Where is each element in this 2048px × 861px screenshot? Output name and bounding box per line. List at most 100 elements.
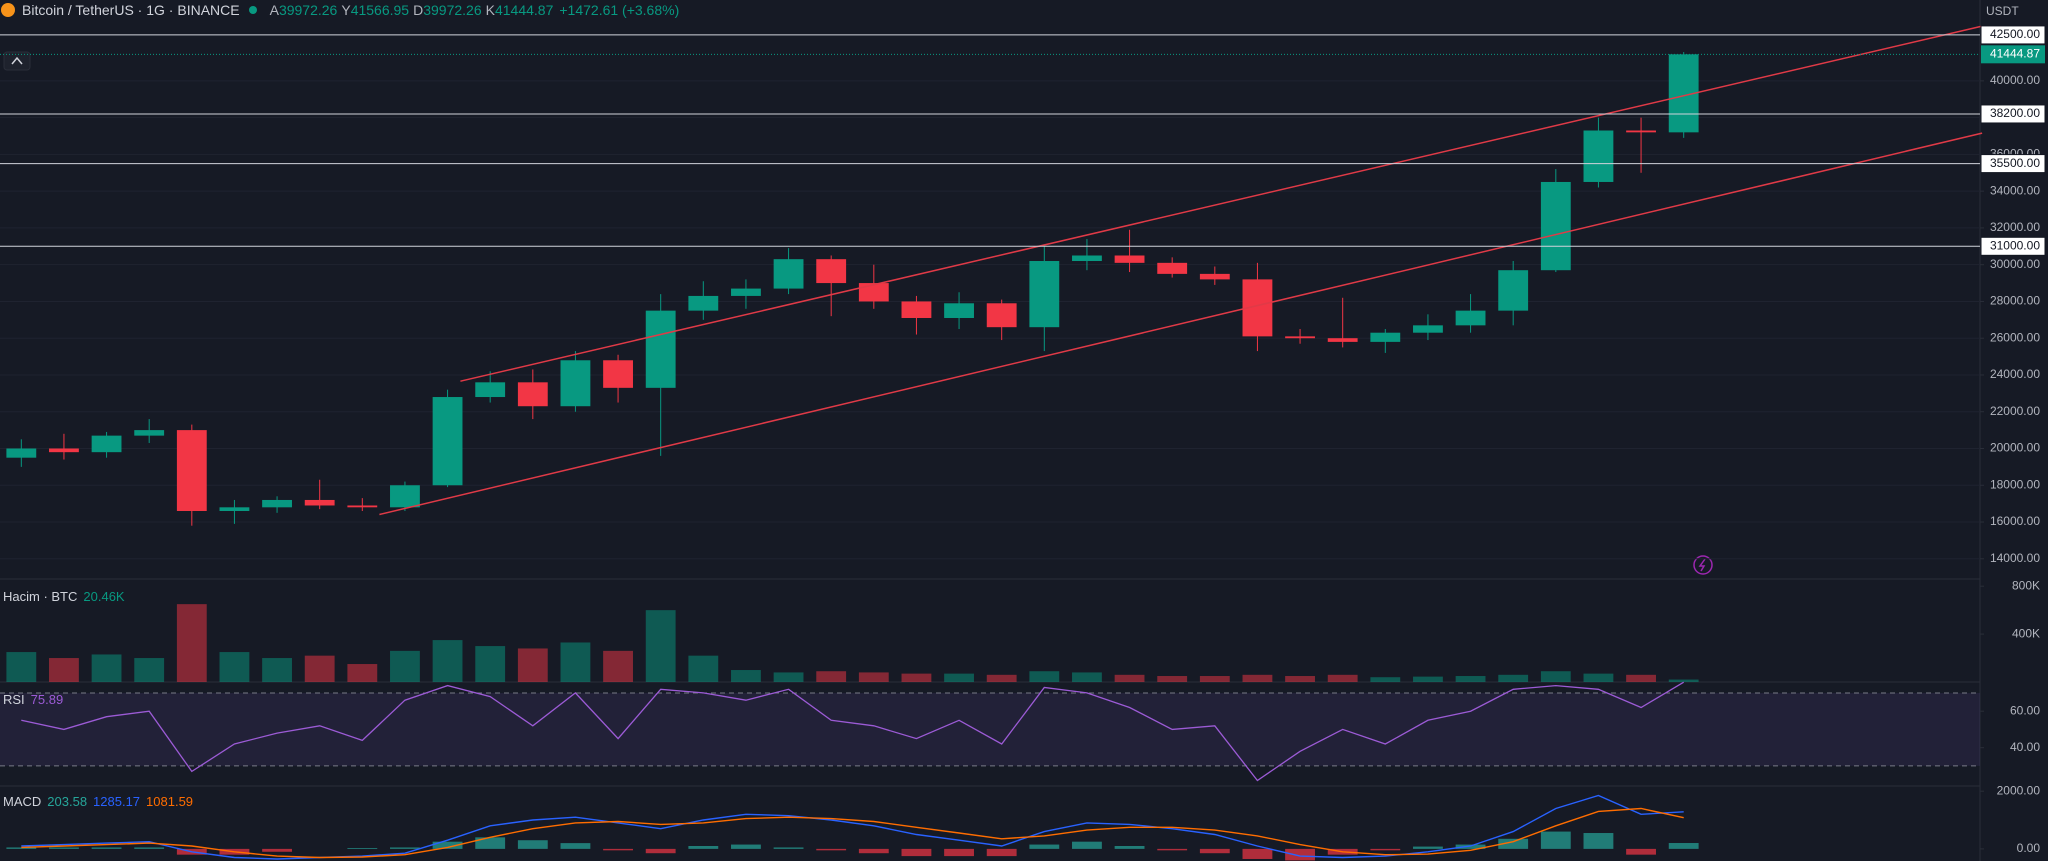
volume-bar xyxy=(262,658,292,682)
y-tick-label: 2000.00 xyxy=(1997,783,2041,797)
candle-body xyxy=(1157,262,1188,274)
macd-histogram-bar xyxy=(1370,848,1401,851)
y-tick-label: 18000.00 xyxy=(1990,477,2040,491)
pane-title: Hacim · BTC xyxy=(3,589,78,604)
pane-title: RSI xyxy=(3,692,25,707)
y-tick-label: 26000.00 xyxy=(1990,330,2040,344)
volume-bar xyxy=(347,664,378,682)
macd-histogram-bar xyxy=(1498,838,1529,849)
macd-histogram-bar xyxy=(901,848,932,857)
level-label-box xyxy=(1980,104,2046,124)
level-label: 42500.00 xyxy=(1990,27,2040,41)
candle-body xyxy=(1327,338,1358,342)
candle-body xyxy=(1498,270,1529,311)
y-tick-label: 34000.00 xyxy=(1990,183,2040,197)
macd-histogram-bar xyxy=(1413,846,1443,849)
pane-value: 1285.17 xyxy=(93,794,141,809)
volume-bar xyxy=(1413,676,1443,682)
lightning-icon xyxy=(1698,558,1706,572)
last-price-label: 41444.87 xyxy=(1990,46,2040,60)
btc-icon xyxy=(1,3,15,17)
macd-histogram-bar xyxy=(262,848,292,852)
symbol: Bitcoin / TetherUS · 1G · BINANCE xyxy=(22,2,240,18)
rsi-line xyxy=(21,681,1685,782)
volume-bar xyxy=(6,652,37,682)
volume-bar xyxy=(1199,676,1230,682)
candle-body xyxy=(901,301,932,318)
level-label: 31000.00 xyxy=(1990,238,2040,252)
y-tick-label: 40000.00 xyxy=(1990,73,2040,87)
lightning-button[interactable] xyxy=(1693,555,1713,575)
level-label: 38200.00 xyxy=(1990,106,2040,120)
level-label-box xyxy=(1980,236,2046,256)
candle-body xyxy=(517,382,548,407)
volume-bar xyxy=(517,648,548,682)
candle-body xyxy=(944,303,974,318)
y-tick-label: 400K xyxy=(2012,626,2040,640)
macd-histogram-bar xyxy=(731,844,761,849)
macd-histogram-bar xyxy=(773,847,804,849)
pane-value: 20.46K xyxy=(83,589,125,604)
candle-body xyxy=(49,448,79,453)
volume-bar xyxy=(1370,677,1401,682)
macd-histogram-bar xyxy=(91,847,122,849)
candle-body xyxy=(304,499,335,506)
pane-value: 203.58 xyxy=(47,794,88,809)
volume-bar xyxy=(134,658,165,682)
candle-body xyxy=(176,430,207,511)
macd-histogram-bar xyxy=(390,847,420,849)
candle-body xyxy=(688,295,719,311)
macd-histogram-bar xyxy=(1199,848,1230,854)
change: +1472.61 (+3.68%) xyxy=(559,2,680,18)
volume-bar xyxy=(1285,676,1315,682)
macd-line xyxy=(21,807,1684,859)
macd-histogram-bar xyxy=(517,840,548,849)
volume-bar xyxy=(816,671,847,682)
macd-histogram-bar xyxy=(432,841,463,849)
volume-bar xyxy=(560,642,591,682)
candle-body xyxy=(91,435,122,453)
level-label: 35500.00 xyxy=(1990,156,2040,170)
candle-body xyxy=(1626,130,1656,133)
macd-histogram-bar xyxy=(1626,848,1656,855)
volume-bar xyxy=(1455,676,1486,682)
y-tick-label: 24000.00 xyxy=(1990,367,2040,381)
macd-histogram-bar xyxy=(1540,831,1571,849)
macd-histogram-bar xyxy=(816,848,847,851)
y-tick-label: 22000.00 xyxy=(1990,404,2040,418)
status-dot xyxy=(248,6,257,14)
candle-body xyxy=(347,505,378,508)
volume-bar xyxy=(858,672,889,682)
y-tick-label: 0.00 xyxy=(2017,841,2041,855)
volume-bar xyxy=(645,610,676,682)
ohlc-key: A xyxy=(269,2,279,18)
channel-line xyxy=(460,25,1983,382)
macd-histogram-bar xyxy=(1285,848,1315,861)
candle-body xyxy=(1413,325,1443,333)
y-tick-label: 60.00 xyxy=(2010,703,2040,717)
volume-bar xyxy=(1626,674,1656,682)
volume-bar xyxy=(688,655,719,682)
volume-bar xyxy=(1327,674,1358,682)
volume-bar xyxy=(773,672,804,682)
macd-histogram-bar xyxy=(858,848,889,854)
volume-bar xyxy=(1583,673,1614,682)
candle-body xyxy=(1114,255,1145,263)
pane-title: MACD xyxy=(3,794,42,809)
volume-title: Hacim · BTC 20.46K xyxy=(3,589,125,604)
volume-bar xyxy=(432,640,463,682)
macd-histogram-bar xyxy=(1242,848,1273,859)
candle-body xyxy=(1072,255,1102,262)
rsi-title: RSI 75.89 xyxy=(3,692,63,707)
candle-body xyxy=(603,360,633,388)
macd-histogram-bar xyxy=(645,848,676,854)
macd-histogram-bar xyxy=(603,848,633,851)
volume-bar xyxy=(1242,674,1273,682)
macd-histogram-bar xyxy=(49,847,79,849)
y-tick-label: 28000.00 xyxy=(1990,294,2040,308)
candle-body xyxy=(475,382,506,398)
y-tick-label: 30000.00 xyxy=(1990,257,2040,271)
collapse-button[interactable] xyxy=(3,51,31,71)
